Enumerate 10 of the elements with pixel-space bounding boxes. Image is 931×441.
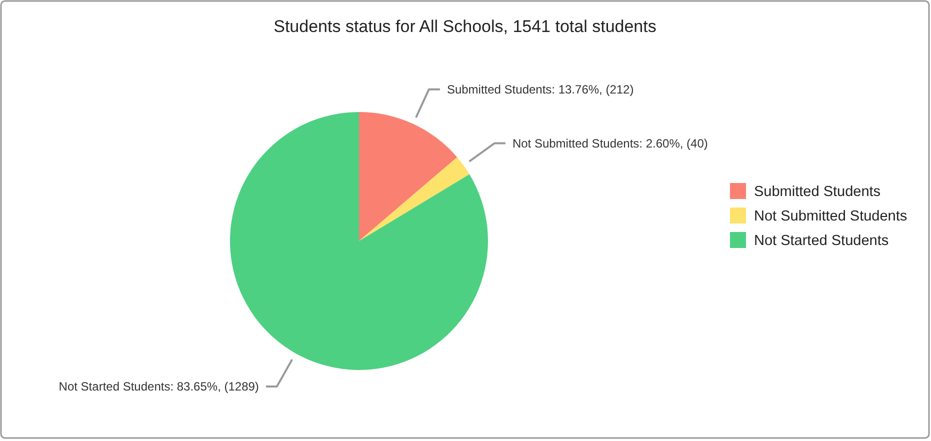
data-label: Not Submitted Students: 2.60%, (40) bbox=[512, 136, 708, 151]
pie-slice bbox=[230, 112, 488, 370]
chart-title: Students status for All Schools, 1541 total students bbox=[274, 16, 656, 36]
data-label: Submitted Students: 13.76%, (212) bbox=[446, 82, 634, 97]
legend-label: Submitted Students bbox=[754, 184, 881, 200]
data-label: Not Started Students: 83.65%, (1289) bbox=[58, 380, 259, 394]
legend-label: Not Started Students bbox=[754, 233, 889, 250]
pie-slice bbox=[359, 157, 470, 241]
pie-slice bbox=[359, 112, 458, 241]
legend-label: Not Submitted Students bbox=[754, 208, 908, 225]
